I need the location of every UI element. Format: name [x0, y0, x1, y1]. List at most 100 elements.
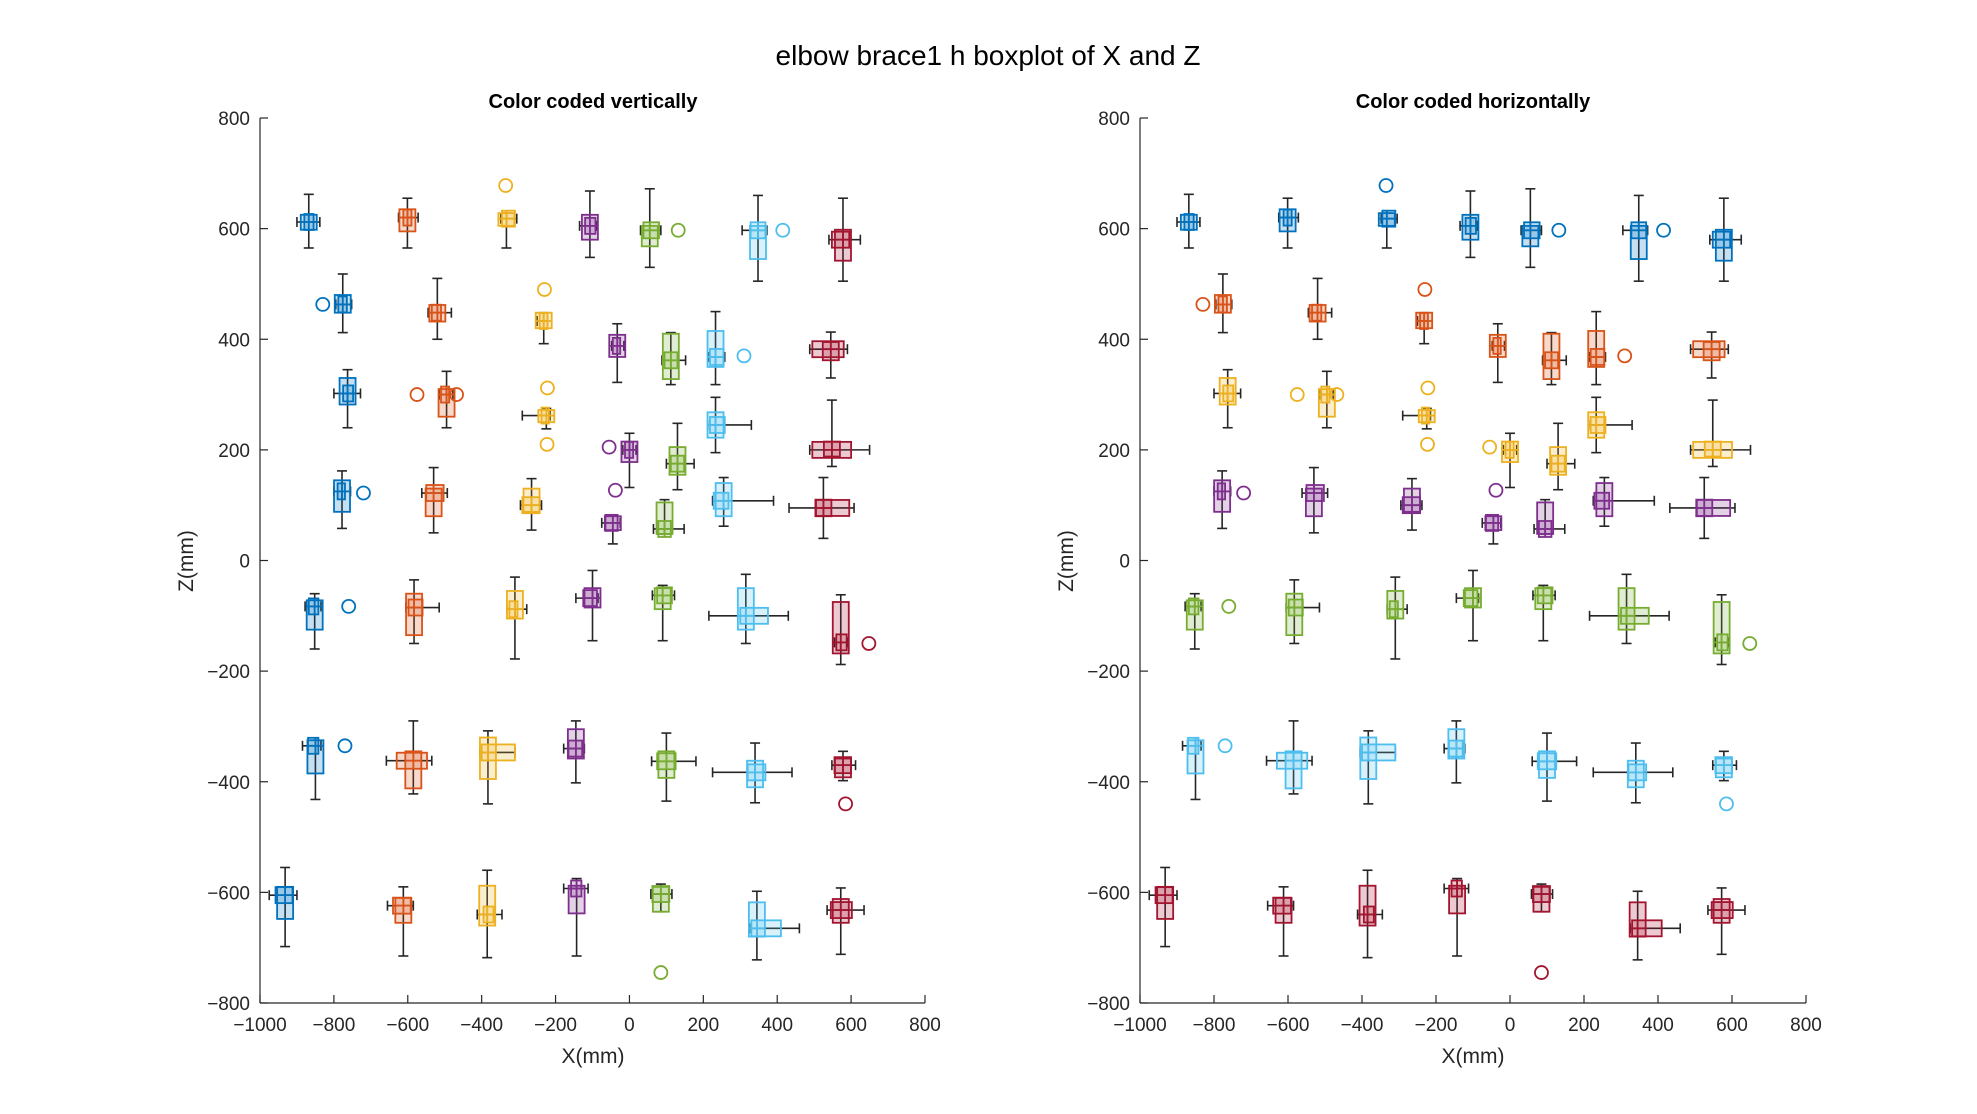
right-xz-boxplot: [1592, 476, 1656, 528]
right-xz-boxplot: [1546, 422, 1576, 491]
outlier-point: [653, 965, 669, 980]
left-y-tick-label: 0: [239, 552, 250, 573]
left-xz-boxplot: [562, 720, 586, 784]
left-xz-boxplot: [608, 322, 627, 384]
right-y-axis-label: Z(mm): [1055, 530, 1078, 592]
left-xz-boxplot: [711, 742, 793, 804]
right-x-tick-label: 200: [1568, 1015, 1600, 1036]
left-xz-boxplot: [708, 573, 790, 645]
right-xz-boxplot: [1689, 331, 1730, 379]
left-xz-boxplot: [826, 887, 865, 956]
outlier-point: [409, 387, 425, 402]
left-xz-boxplot: [601, 432, 639, 489]
outlier-point: [341, 599, 357, 614]
right-xz-boxplot: [1213, 470, 1251, 530]
right-plot-title: Color coded horizontally: [1356, 91, 1591, 113]
left-xz-boxplot: [333, 368, 362, 429]
right-xz-boxplot: [1401, 380, 1436, 452]
right-xz-boxplot: [1443, 720, 1466, 784]
left-xz-boxplot: [706, 310, 752, 386]
right-xz-boxplot: [1622, 194, 1671, 282]
left-x-tick-label: −400: [460, 1015, 503, 1036]
right-x-tick-label: −800: [1193, 1015, 1236, 1036]
left-y-tick-label: 800: [218, 109, 250, 130]
outlier-point: [539, 436, 555, 452]
right-xz-boxplot: [1443, 877, 1470, 957]
right-xz-boxplot: [1628, 890, 1681, 961]
left-xz-boxplot: [600, 482, 623, 545]
left-y-tick-label: −400: [207, 773, 250, 794]
outlier-point: [315, 297, 331, 312]
right-xz-boxplot: [1488, 322, 1507, 384]
left-x-axis-label: X(mm): [562, 1045, 625, 1068]
z-iqr-box: [1587, 330, 1606, 368]
right-xz-boxplot: [1307, 277, 1333, 341]
left-xz-boxplot: [578, 190, 599, 259]
left-x-tick-label: 600: [835, 1015, 867, 1036]
outlier-point: [449, 387, 464, 402]
right-xz-boxplot: [1356, 869, 1384, 959]
right-x-tick-label: 800: [1790, 1015, 1822, 1036]
left-xz-boxplot: [476, 869, 503, 959]
left-xz-boxplot: [650, 883, 673, 980]
right-x-tick-label: −200: [1415, 1015, 1458, 1036]
right-xz-boxplot: [1520, 188, 1567, 269]
left-xz-boxplot: [575, 569, 602, 642]
outlier-point: [1742, 636, 1758, 651]
right-y-tick-label: −600: [1087, 883, 1130, 904]
left-xz-boxplot: [706, 396, 753, 454]
left-x-tick-label: −600: [386, 1015, 429, 1036]
right-xz-boxplot: [1707, 887, 1746, 956]
outlier-point: [1617, 348, 1633, 364]
outlier-point: [337, 738, 353, 754]
right-x-tick-label: 0: [1505, 1015, 1516, 1036]
right-xz-boxplot: [1265, 720, 1313, 795]
right-xz-boxplot: [1531, 732, 1578, 802]
right-x-tick-label: −1000: [1113, 1015, 1166, 1036]
left-y-axis-label: Z(mm): [175, 530, 198, 592]
outlier-point: [1195, 297, 1211, 312]
left-xz-boxplot: [397, 197, 419, 249]
z-iqr-box: [478, 884, 497, 927]
right-xz-boxplot: [1181, 736, 1233, 801]
outlier-point: [1420, 380, 1436, 396]
right-xz-boxplot: [1532, 584, 1556, 642]
left-xz-boxplot: [301, 736, 353, 801]
right-xz-boxplot: [1266, 886, 1295, 957]
figure-title: elbow brace1 h boxplot of X and Z: [776, 40, 1201, 71]
left-xz-boxplot: [741, 194, 791, 282]
left-xz-boxplot: [534, 282, 553, 345]
right-y-tick-label: −800: [1087, 994, 1130, 1015]
left-x-tick-label: 800: [909, 1015, 941, 1036]
right-xz-boxplot: [1587, 396, 1633, 454]
outlier-point: [1719, 796, 1734, 812]
outlier-point: [1378, 178, 1394, 193]
right-xz-boxplot: [1459, 190, 1480, 259]
left-xz-boxplot: [421, 466, 449, 534]
outlier-point: [1221, 599, 1237, 614]
outlier-point: [1236, 485, 1251, 501]
right-xz-boxplot: [1359, 730, 1397, 805]
outlier-point: [861, 636, 877, 651]
outlier-point: [1329, 387, 1345, 402]
left-x-tick-label: −800: [312, 1015, 355, 1036]
left-xz-boxplot: [661, 331, 687, 386]
right-xz-boxplot: [1213, 368, 1242, 429]
left-xz-boxplot: [748, 890, 801, 961]
outlier-point: [670, 222, 686, 238]
right-xz-boxplot: [1377, 178, 1398, 249]
outlier-point: [1656, 222, 1671, 238]
right-xz-boxplot: [1400, 477, 1423, 531]
right-xz-boxplot: [1455, 569, 1482, 642]
left-xz-boxplot: [562, 877, 589, 957]
outlier-point: [356, 485, 371, 501]
left-xz-boxplot: [405, 579, 440, 645]
right-y-tick-label: 0: [1119, 552, 1130, 573]
right-plot-panel: Color coded horizontally X(mm) Z(mm) −10…: [1055, 91, 1822, 1068]
outlier-point: [1417, 282, 1433, 297]
outlier-point: [601, 439, 617, 455]
left-xz-boxplot: [831, 750, 857, 812]
left-xz-boxplot: [333, 470, 371, 530]
right-xz-boxplot: [1289, 370, 1345, 429]
